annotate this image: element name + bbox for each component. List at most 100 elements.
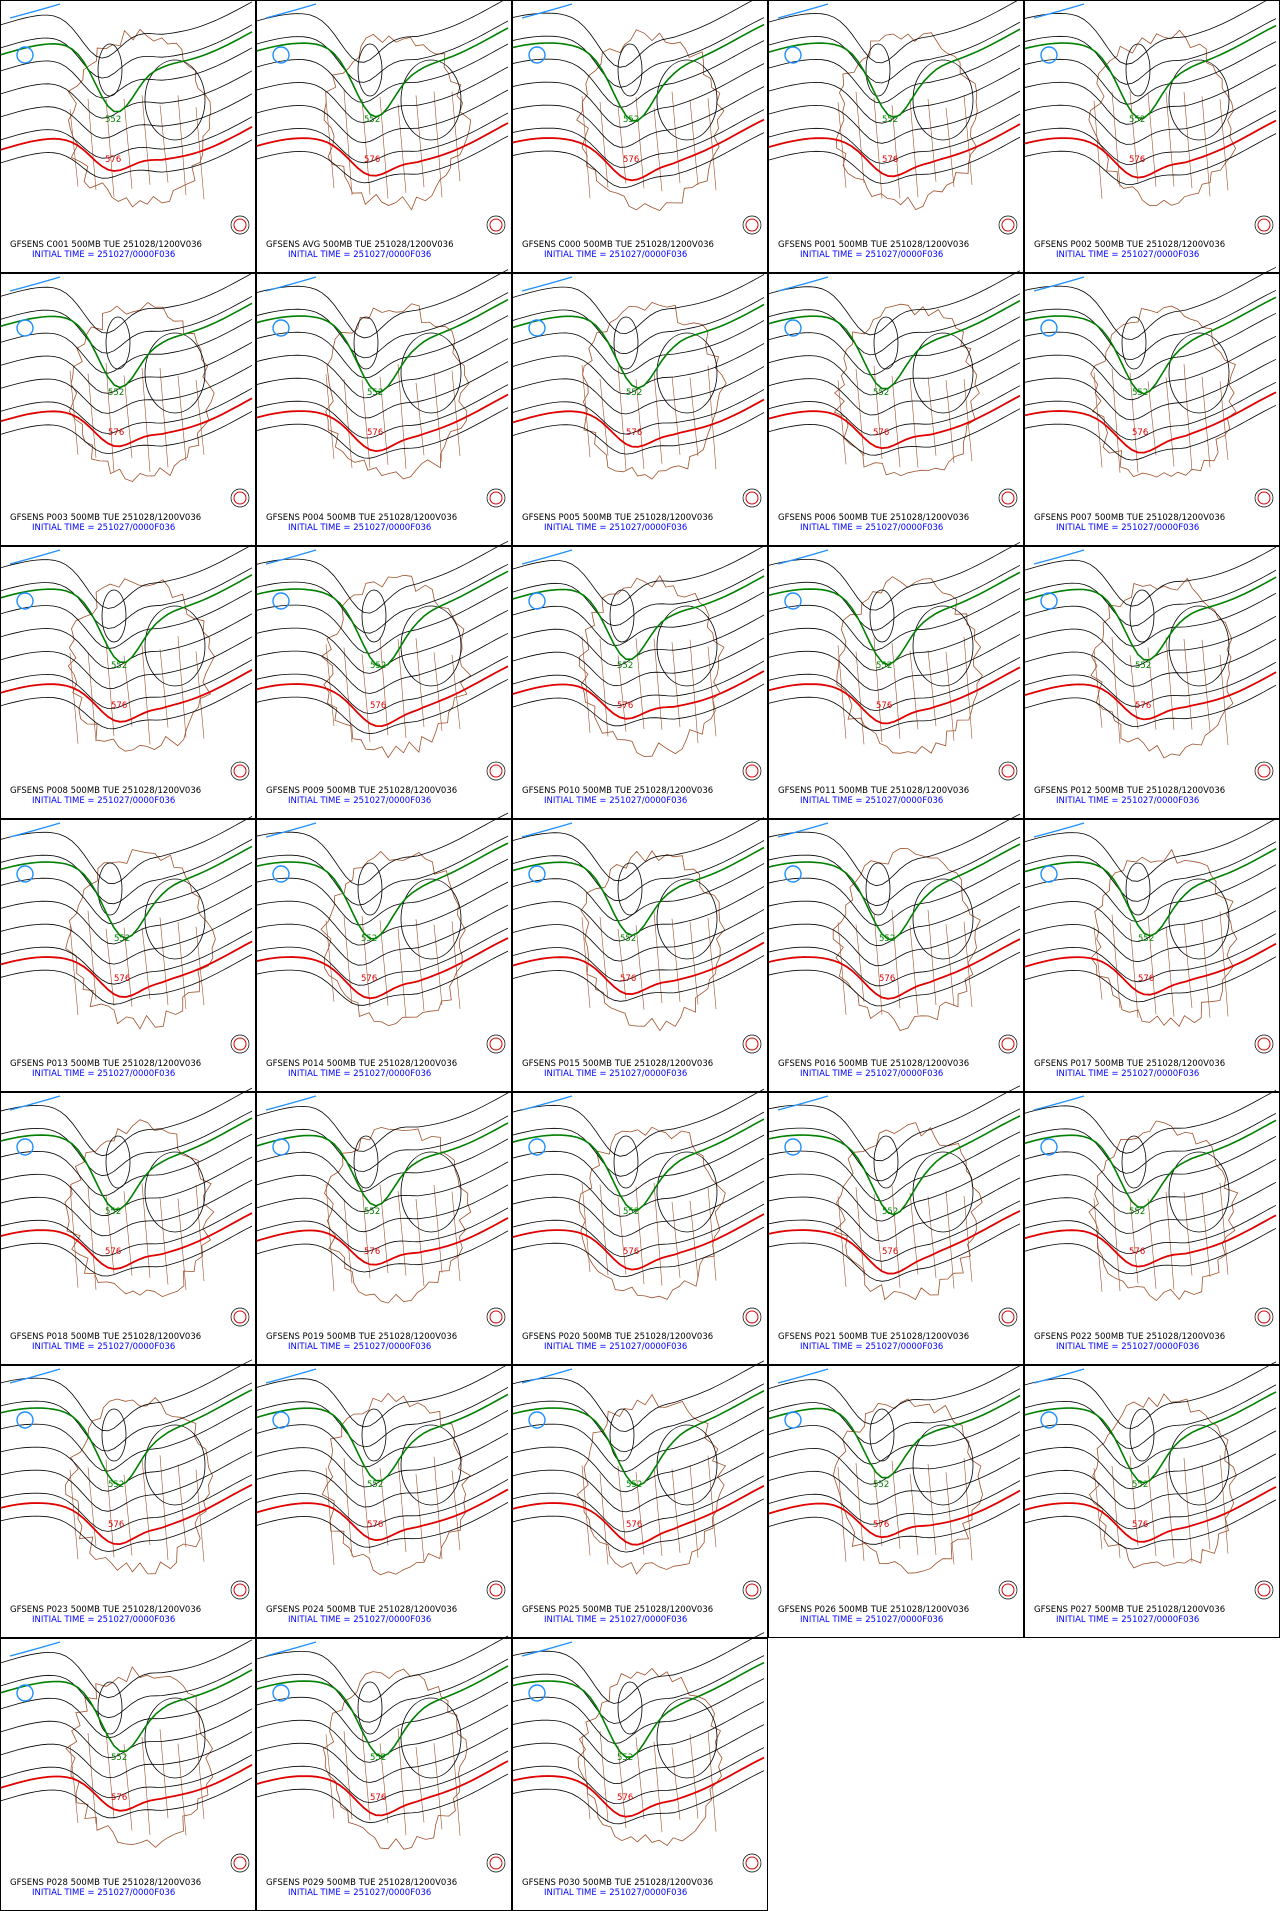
- contour-blue: [1033, 3, 1085, 19]
- closed-low: [1040, 592, 1058, 610]
- contour: [767, 1503, 1021, 1545]
- panel-border: [0, 819, 256, 1092]
- contour: [511, 274, 765, 335]
- coastline: [836, 32, 978, 211]
- contour-576: [1023, 942, 1277, 996]
- contour: [255, 1230, 509, 1273]
- panel-init: INITIAL TIME = 251027/0000F036: [544, 523, 687, 533]
- contour-label: 576: [108, 428, 124, 438]
- contour: [511, 1180, 765, 1237]
- border: [707, 1730, 717, 1832]
- contour-552: [1023, 296, 1277, 395]
- closed-contour: [101, 1408, 127, 1462]
- contour: [511, 1088, 765, 1157]
- map-panel: 552 576 GFSENS P007 500MB TUE 251028/1200V…: [1023, 266, 1280, 546]
- contour: [255, 904, 509, 966]
- contour: [255, 315, 509, 379]
- contour-552: [0, 1389, 253, 1487]
- border: [581, 96, 591, 199]
- closed-contour: [912, 59, 974, 141]
- closed-contour: [656, 878, 718, 960]
- border: [177, 1198, 187, 1291]
- border: [653, 372, 663, 464]
- contour: [255, 1115, 509, 1172]
- closed-contour: [144, 59, 206, 141]
- coastline: [832, 848, 981, 1031]
- panel-init: INITIAL TIME = 251027/0000F036: [1056, 796, 1199, 806]
- contour-576: [0, 1764, 253, 1812]
- contour-label: 552: [370, 661, 386, 671]
- border: [1111, 1182, 1121, 1292]
- contour-blue: [521, 276, 573, 292]
- border: [635, 379, 645, 470]
- map-panel: 552 576 GFSENS AVG 500MB TUE 251028/1200V0…: [255, 0, 512, 273]
- border: [451, 1731, 461, 1836]
- contour-blue: [521, 1368, 573, 1384]
- border: [671, 1747, 681, 1820]
- contour: [255, 1433, 509, 1488]
- border: [159, 1197, 169, 1285]
- border: [415, 1474, 425, 1562]
- contour-552: [511, 1390, 765, 1487]
- closed-low: [528, 1684, 546, 1702]
- border: [141, 1737, 151, 1835]
- contour-label: 552: [882, 115, 898, 125]
- border: [415, 638, 425, 728]
- closed-contour: [400, 59, 462, 141]
- closed-low: [272, 1684, 290, 1702]
- border: [325, 1467, 335, 1566]
- contour: [255, 1456, 509, 1508]
- panel-init: INITIAL TIME = 251027/0000F036: [288, 1342, 431, 1352]
- closed-contour: [361, 1408, 387, 1462]
- storm: [1254, 1580, 1274, 1600]
- contour: [511, 591, 765, 647]
- closed-contour: [1168, 1151, 1230, 1233]
- contour-label: 576: [1129, 1247, 1145, 1257]
- storm: [233, 1037, 247, 1051]
- border: [1165, 1191, 1175, 1290]
- contour-blue: [265, 1641, 317, 1657]
- contour-label: 552: [1132, 388, 1148, 398]
- panel-init: INITIAL TIME = 251027/0000F036: [544, 1069, 687, 1079]
- storm: [1254, 215, 1274, 235]
- panel-init: INITIAL TIME = 251027/0000F036: [288, 1069, 431, 1079]
- contour-552: [511, 1661, 765, 1758]
- contour: [255, 1364, 509, 1428]
- contour: [0, 1110, 253, 1177]
- closed-contour: [617, 1681, 643, 1735]
- contour: [767, 1480, 1021, 1525]
- panel-title: GFSENS P006 500MB TUE 251028/1200V036: [778, 513, 969, 523]
- border: [581, 364, 591, 458]
- contour: [0, 1, 253, 59]
- contour-576: [511, 1485, 765, 1546]
- storm: [489, 491, 503, 505]
- border: [87, 910, 97, 1000]
- border: [1129, 1198, 1139, 1284]
- contour: [0, 1777, 253, 1819]
- coastline: [832, 1398, 984, 1574]
- contour-576: [767, 1210, 1021, 1275]
- map-panel: 552 576 GFSENS P020 500MB TUE 251028/1200V…: [511, 1088, 768, 1365]
- panel-border: [256, 819, 512, 1092]
- panel-border: [512, 819, 768, 1092]
- coastline: [67, 578, 215, 752]
- map-panel: 552 576 GFSENS P019 500MB TUE 251028/1200V…: [255, 1092, 512, 1365]
- coastline: [67, 28, 212, 208]
- border: [397, 1728, 407, 1836]
- storm: [1254, 1034, 1274, 1054]
- border: [689, 99, 699, 186]
- panel-border: [768, 1365, 1024, 1638]
- border: [325, 644, 335, 727]
- contour-label: 552: [111, 1753, 127, 1763]
- map-panel: 552 576 GFSENS P027 500MB TUE 251028/1200V…: [1023, 1361, 1280, 1638]
- border: [1219, 99, 1229, 191]
- map-panel: 552 576 GFSENS P016 500MB TUE 251028/1200V…: [767, 813, 1024, 1092]
- contour-blue: [9, 3, 61, 19]
- border: [855, 1463, 865, 1561]
- contour-552: [255, 27, 509, 118]
- border: [123, 927, 133, 1007]
- panel-title: GFSENS P021 500MB TUE 251028/1200V036: [778, 1332, 969, 1342]
- contour: [0, 1359, 253, 1432]
- border: [599, 1473, 609, 1565]
